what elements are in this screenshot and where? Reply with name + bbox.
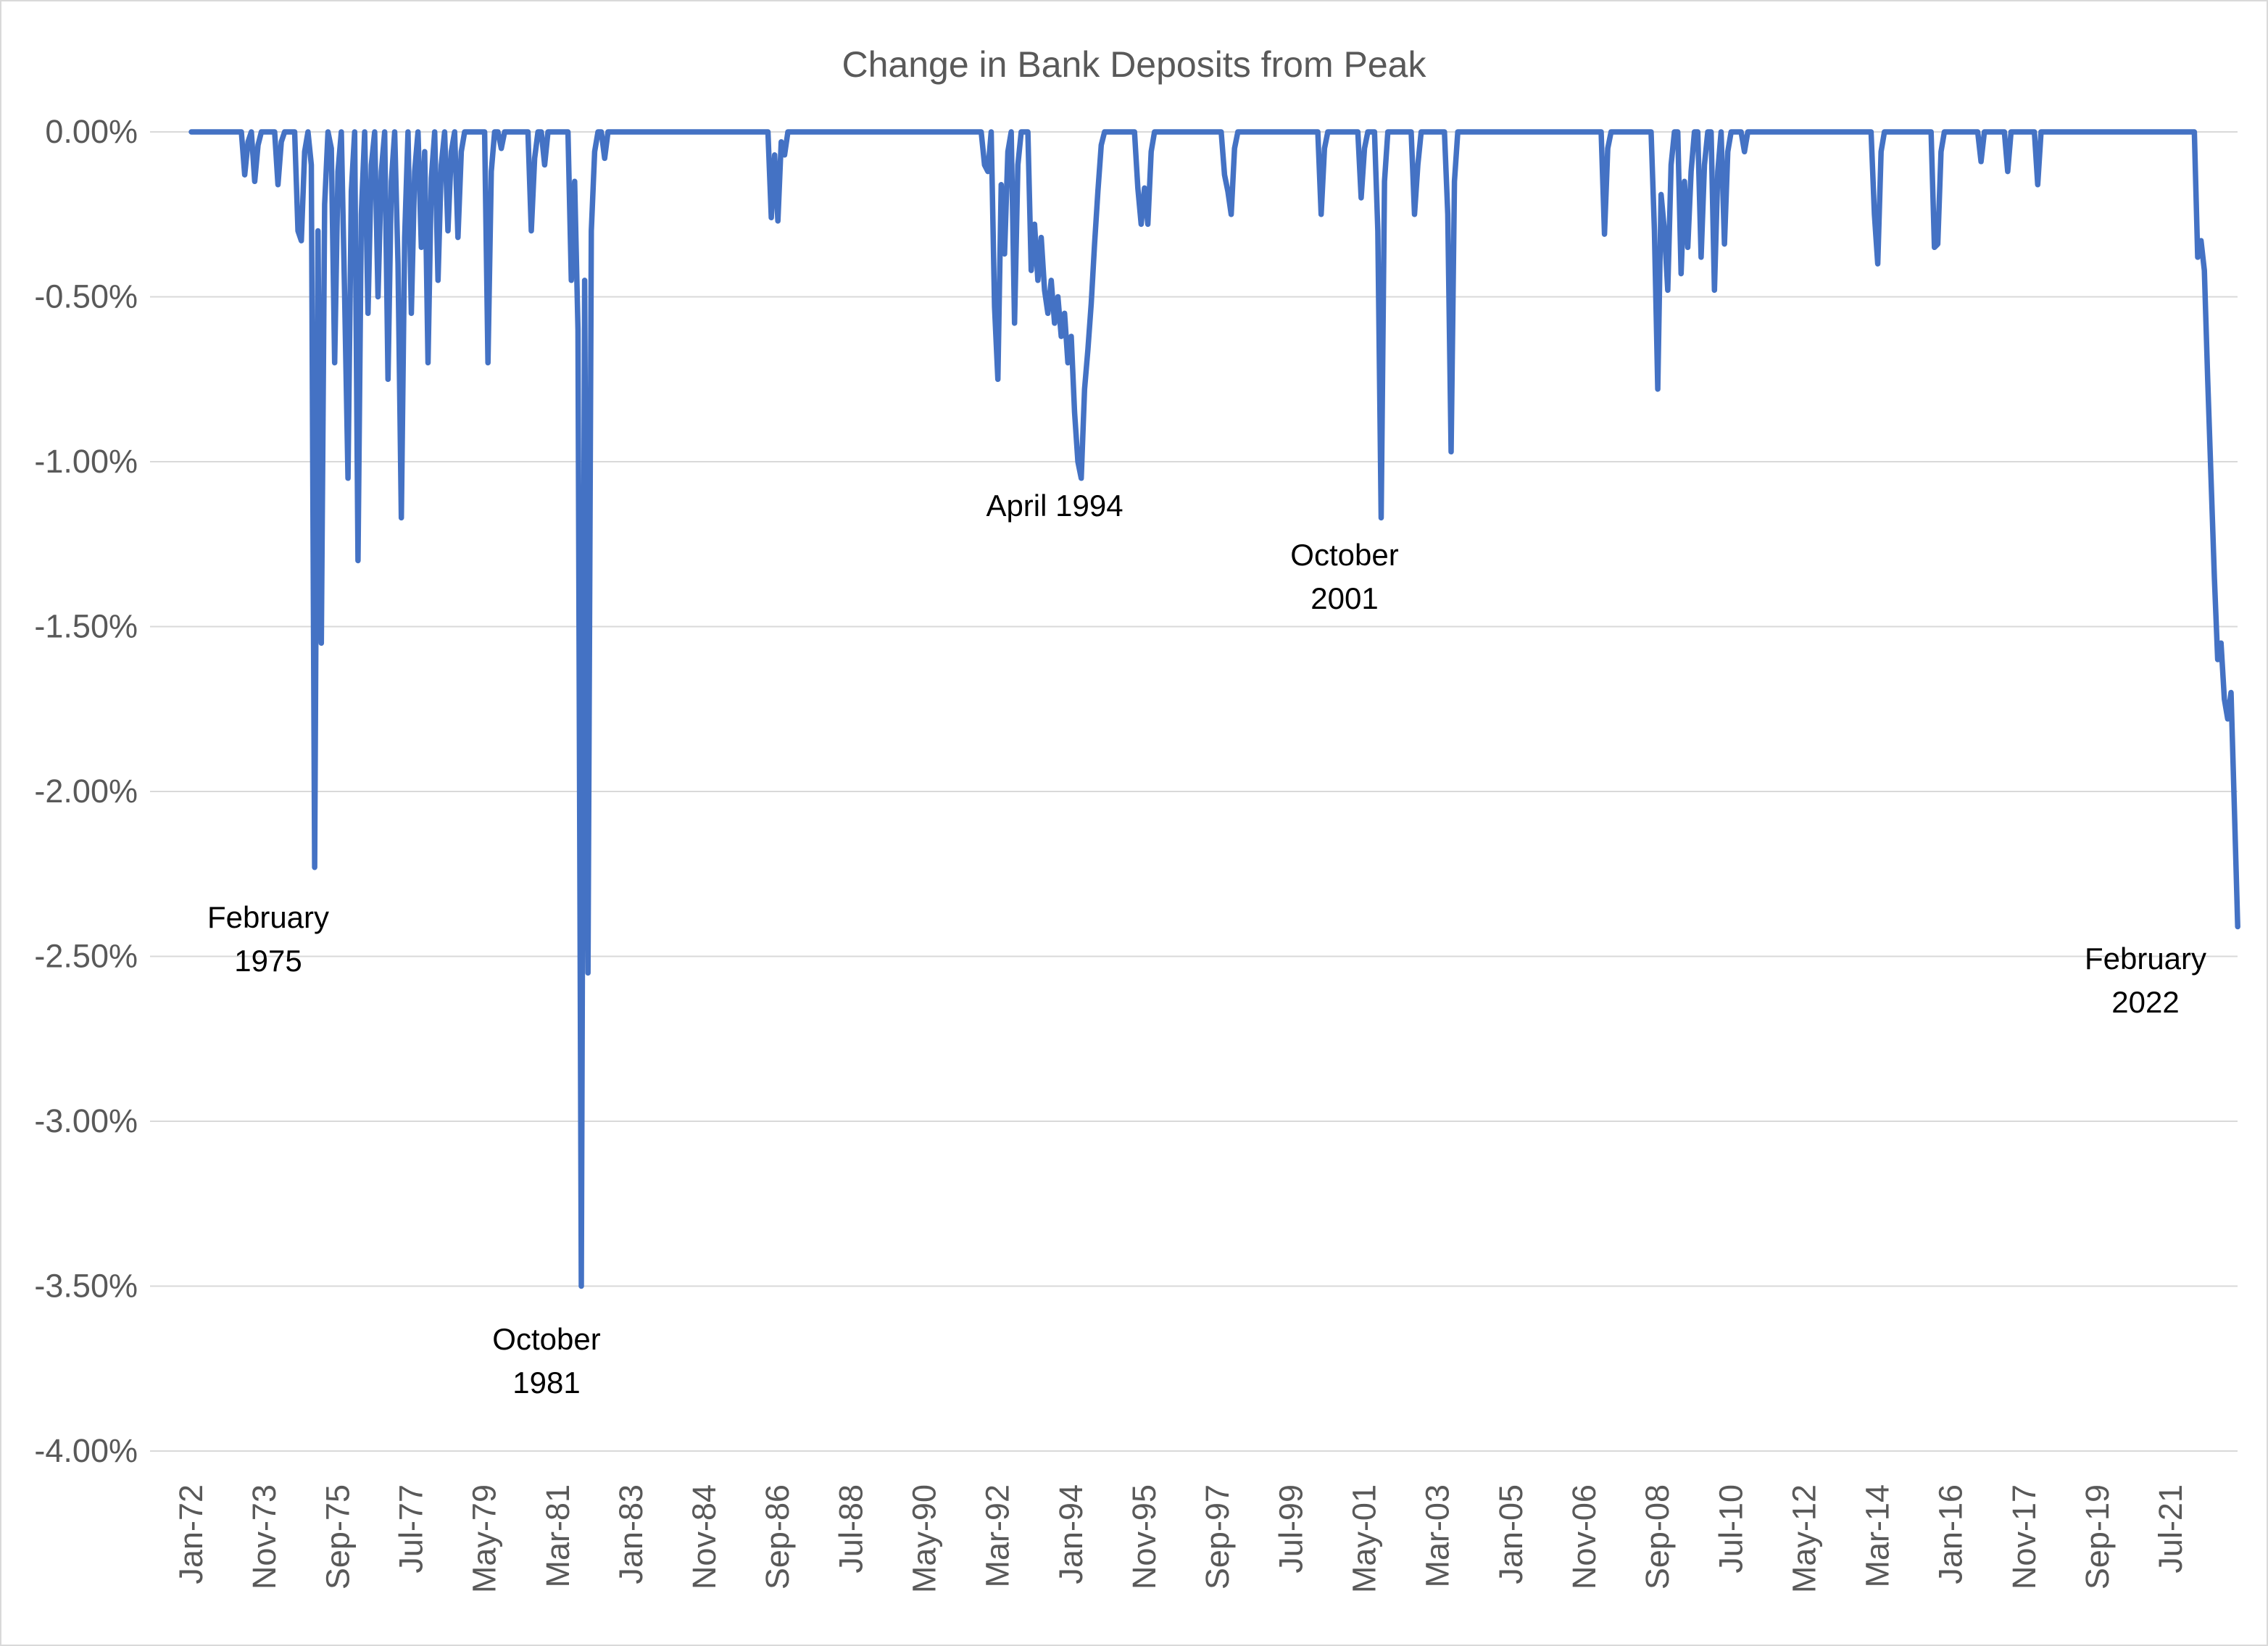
x-axis-label: May-90 xyxy=(906,1484,943,1593)
x-axis-label: Jan-72 xyxy=(173,1484,209,1584)
x-axis-label: Jan-05 xyxy=(1492,1484,1529,1584)
annotation-feb-1975: 1975 xyxy=(234,944,302,978)
x-axis-label: Sep-86 xyxy=(759,1484,796,1589)
annotation-feb-2022: 2022 xyxy=(2111,985,2179,1019)
annotation-oct-1981: October xyxy=(492,1322,600,1356)
x-axis-label: Jul-88 xyxy=(832,1484,869,1574)
annotation-feb-2022: February xyxy=(2085,942,2206,976)
x-axis-label: Jan-94 xyxy=(1052,1484,1089,1584)
y-axis-label: -1.00% xyxy=(34,443,138,480)
y-axis-label: -1.50% xyxy=(34,608,138,645)
y-axis-label: -3.50% xyxy=(34,1268,138,1305)
y-axis-label: -3.00% xyxy=(34,1102,138,1139)
deposits-line-series xyxy=(188,129,2240,1289)
chart-title: Change in Bank Deposits from Peak xyxy=(842,44,1426,85)
x-axis-label: Sep-75 xyxy=(319,1484,356,1589)
x-axis-label: Nov-95 xyxy=(1126,1484,1163,1589)
y-axis-label: -2.00% xyxy=(34,773,138,810)
x-axis-label: Nov-06 xyxy=(1566,1484,1603,1589)
x-axis-label: May-12 xyxy=(1785,1484,1822,1593)
x-axis-label: Mar-14 xyxy=(1859,1484,1896,1588)
y-axis-label: -0.50% xyxy=(34,278,138,315)
x-axis-label: Jul-77 xyxy=(392,1484,429,1574)
annotation-apr-1994: April 1994 xyxy=(986,489,1123,523)
x-axis-label: Jan-83 xyxy=(612,1484,649,1584)
x-axis-label: Sep-97 xyxy=(1199,1484,1236,1589)
x-axis-label: Jul-10 xyxy=(1712,1484,1749,1574)
annotation-oct-2001: October xyxy=(1290,538,1398,572)
y-axis-label: -2.50% xyxy=(34,938,138,975)
y-axis-label: -4.00% xyxy=(34,1432,138,1469)
x-axis-label: May-79 xyxy=(466,1484,503,1593)
x-axis-label: Jan-16 xyxy=(1932,1484,1969,1584)
annotation-oct-1981: 1981 xyxy=(512,1366,580,1400)
y-axis-label: 0.00% xyxy=(45,113,138,150)
x-axis-label: Jul-21 xyxy=(2152,1484,2189,1574)
x-axis-label: Nov-17 xyxy=(2006,1484,2043,1589)
x-axis-label: Nov-73 xyxy=(246,1484,283,1589)
annotation-feb-1975: February xyxy=(207,900,329,934)
x-axis-label: May-01 xyxy=(1345,1484,1382,1593)
x-axis-label: Sep-19 xyxy=(2079,1484,2116,1589)
x-axis-label: Jul-99 xyxy=(1272,1484,1309,1574)
x-axis-label: Nov-84 xyxy=(686,1484,723,1589)
x-axis-label: Mar-81 xyxy=(539,1484,576,1588)
x-axis-label: Mar-92 xyxy=(979,1484,1016,1588)
annotation-oct-2001: 2001 xyxy=(1310,581,1378,615)
x-axis-label: Mar-03 xyxy=(1419,1484,1456,1588)
x-axis-label: Sep-08 xyxy=(1639,1484,1676,1589)
